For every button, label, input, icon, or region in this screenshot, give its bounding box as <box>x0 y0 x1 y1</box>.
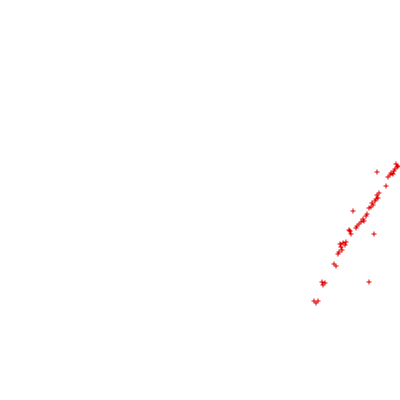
data-point <box>371 231 377 237</box>
data-point <box>374 169 380 175</box>
data-point <box>383 183 389 189</box>
data-point <box>348 231 354 237</box>
data-point <box>340 240 346 246</box>
data-point <box>394 164 400 170</box>
data-point <box>390 171 396 177</box>
data-point <box>346 227 352 233</box>
data-point <box>315 298 321 304</box>
data-point <box>393 161 399 167</box>
data-point <box>343 239 349 245</box>
data-point <box>347 228 353 234</box>
data-point <box>360 216 366 222</box>
data-point <box>322 280 328 286</box>
data-point <box>364 211 370 217</box>
data-point <box>369 200 375 206</box>
data-point <box>337 241 343 247</box>
data-point <box>366 279 372 285</box>
data-point <box>339 247 345 253</box>
data-point <box>376 190 382 196</box>
data-point <box>331 261 337 267</box>
data-point <box>336 249 342 255</box>
data-point <box>358 219 364 225</box>
data-point <box>319 279 325 285</box>
data-point <box>338 244 344 250</box>
data-point <box>375 195 381 201</box>
data-point <box>350 208 356 214</box>
